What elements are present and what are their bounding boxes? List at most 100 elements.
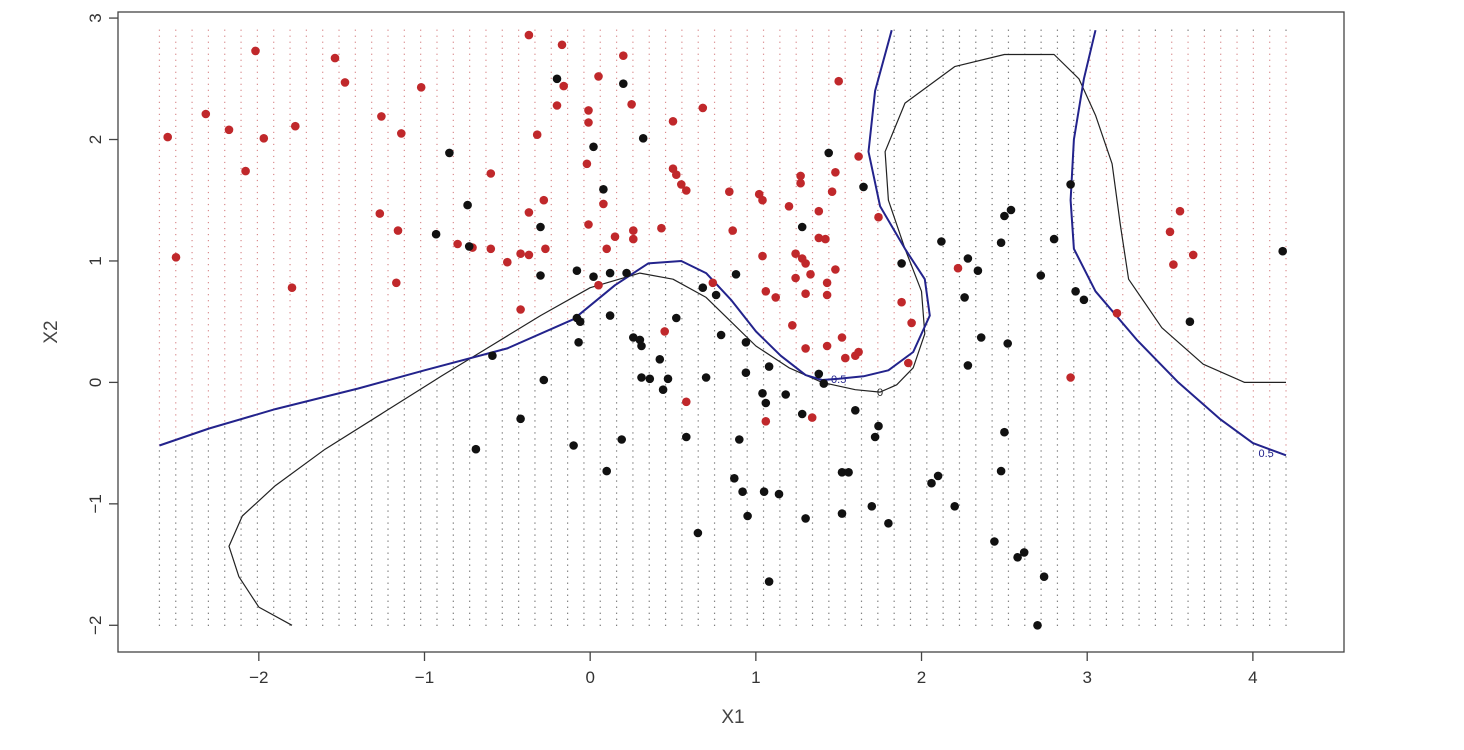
grid-dot-black <box>615 414 618 416</box>
grid-dot-red <box>746 107 748 109</box>
grid-dot-black <box>795 564 797 566</box>
grid-dot-red <box>354 246 356 248</box>
grid-dot-red <box>256 366 258 368</box>
grid-dot-black <box>550 360 552 362</box>
grid-dot-black <box>305 576 307 578</box>
grid-dot-black <box>485 414 487 416</box>
grid-dot-red <box>844 167 846 170</box>
grid-dot-black <box>305 402 307 404</box>
grid-dot-black <box>615 486 618 488</box>
grid-dot-red <box>534 143 536 146</box>
grid-dot-black <box>322 588 324 590</box>
grid-dot-red <box>828 113 830 115</box>
grid-dot-red <box>534 282 536 284</box>
grid-dot-black <box>240 534 242 536</box>
grid-dot-red <box>354 191 356 194</box>
grid-dot-black <box>305 420 307 422</box>
class-grid-layer <box>158 29 1287 626</box>
grid-dot-red <box>207 119 210 121</box>
grid-dot-red <box>289 89 291 91</box>
grid-dot-red <box>305 125 307 127</box>
grid-dot-black <box>403 408 405 410</box>
grid-dot-black <box>942 612 944 614</box>
grid-dot-red <box>224 294 226 296</box>
grid-dot-red <box>485 209 487 212</box>
grid-dot-red <box>583 155 585 158</box>
grid-dot-black <box>583 612 585 614</box>
grid-dot-black <box>697 354 699 356</box>
grid-dot-red <box>664 161 667 164</box>
grid-dot-black <box>909 438 912 440</box>
grid-dot-black <box>648 522 650 524</box>
grid-dot-red <box>697 35 699 37</box>
grid-dot-red <box>224 246 226 248</box>
grid-dot-black <box>191 450 193 452</box>
grid-dot-black <box>909 185 912 188</box>
grid-dot-red <box>632 125 634 127</box>
grid-dot-red <box>550 77 552 79</box>
grid-dot-red <box>191 239 193 242</box>
grid-dot-red <box>567 71 569 73</box>
grid-dot-red <box>240 354 242 356</box>
grid-dot-red <box>403 125 405 127</box>
grid-dot-black <box>958 384 961 386</box>
grid-dot-black <box>697 462 699 464</box>
grid-dot-red <box>224 336 226 338</box>
grid-dot-black <box>942 432 944 434</box>
grid-dot-red <box>844 107 846 109</box>
grid-dot-black <box>452 462 454 464</box>
grid-dot-black <box>893 432 895 434</box>
grid-dot-red <box>305 167 307 170</box>
grid-dot-red <box>354 378 356 380</box>
grid-dot-red <box>289 372 291 374</box>
grid-dot-black <box>452 558 454 560</box>
grid-dot-black <box>681 396 683 398</box>
grid-dot-black <box>338 534 340 536</box>
grid-dot-red <box>371 233 373 236</box>
grid-dot-black <box>795 498 797 500</box>
grid-dot-red <box>664 179 667 182</box>
grid-dot-red <box>550 143 552 146</box>
grid-dot-black <box>746 456 748 458</box>
grid-dot-red <box>730 215 732 218</box>
grid-dot-red <box>256 101 258 103</box>
grid-dot-black <box>909 510 912 512</box>
grid-dot-black <box>958 576 961 578</box>
grid-dot-black <box>713 582 716 584</box>
grid-dot-black <box>452 432 454 434</box>
grid-dot-red <box>436 47 438 49</box>
grid-dot-red <box>403 252 405 254</box>
grid-dot-black <box>942 173 944 176</box>
grid-dot-black <box>893 456 895 458</box>
grid-dot-red <box>175 390 177 392</box>
grid-dot-black <box>534 492 536 494</box>
grid-dot-black <box>420 618 422 620</box>
grid-dot-black <box>305 540 307 542</box>
grid-dot-black <box>452 522 454 524</box>
grid-dot-black <box>909 366 912 368</box>
grid-dot-red <box>158 288 161 290</box>
grid-dot-black <box>926 209 928 212</box>
grid-dot-red <box>469 264 471 266</box>
grid-dot-black <box>322 570 324 572</box>
grid-dot-red <box>534 276 536 278</box>
grid-dot-red <box>615 137 618 140</box>
grid-dot-black <box>909 59 912 61</box>
grid-dot-black <box>322 558 324 560</box>
grid-dot-black <box>256 468 258 470</box>
grid-dot-red <box>893 258 895 260</box>
grid-dot-black <box>697 396 699 398</box>
grid-dot-red <box>191 155 193 158</box>
grid-dot-red <box>224 233 226 236</box>
grid-dot-red <box>860 312 863 314</box>
grid-dot-black <box>191 540 193 542</box>
grid-dot-red <box>567 185 569 188</box>
grid-dot-black <box>518 348 520 350</box>
grid-dot-black <box>909 618 912 620</box>
grid-dot-black <box>893 65 895 67</box>
grid-dot-red <box>158 276 161 278</box>
grid-dot-black <box>958 468 961 470</box>
grid-dot-black <box>664 510 667 512</box>
grid-dot-red <box>550 167 552 170</box>
grid-dot-red <box>469 330 471 332</box>
